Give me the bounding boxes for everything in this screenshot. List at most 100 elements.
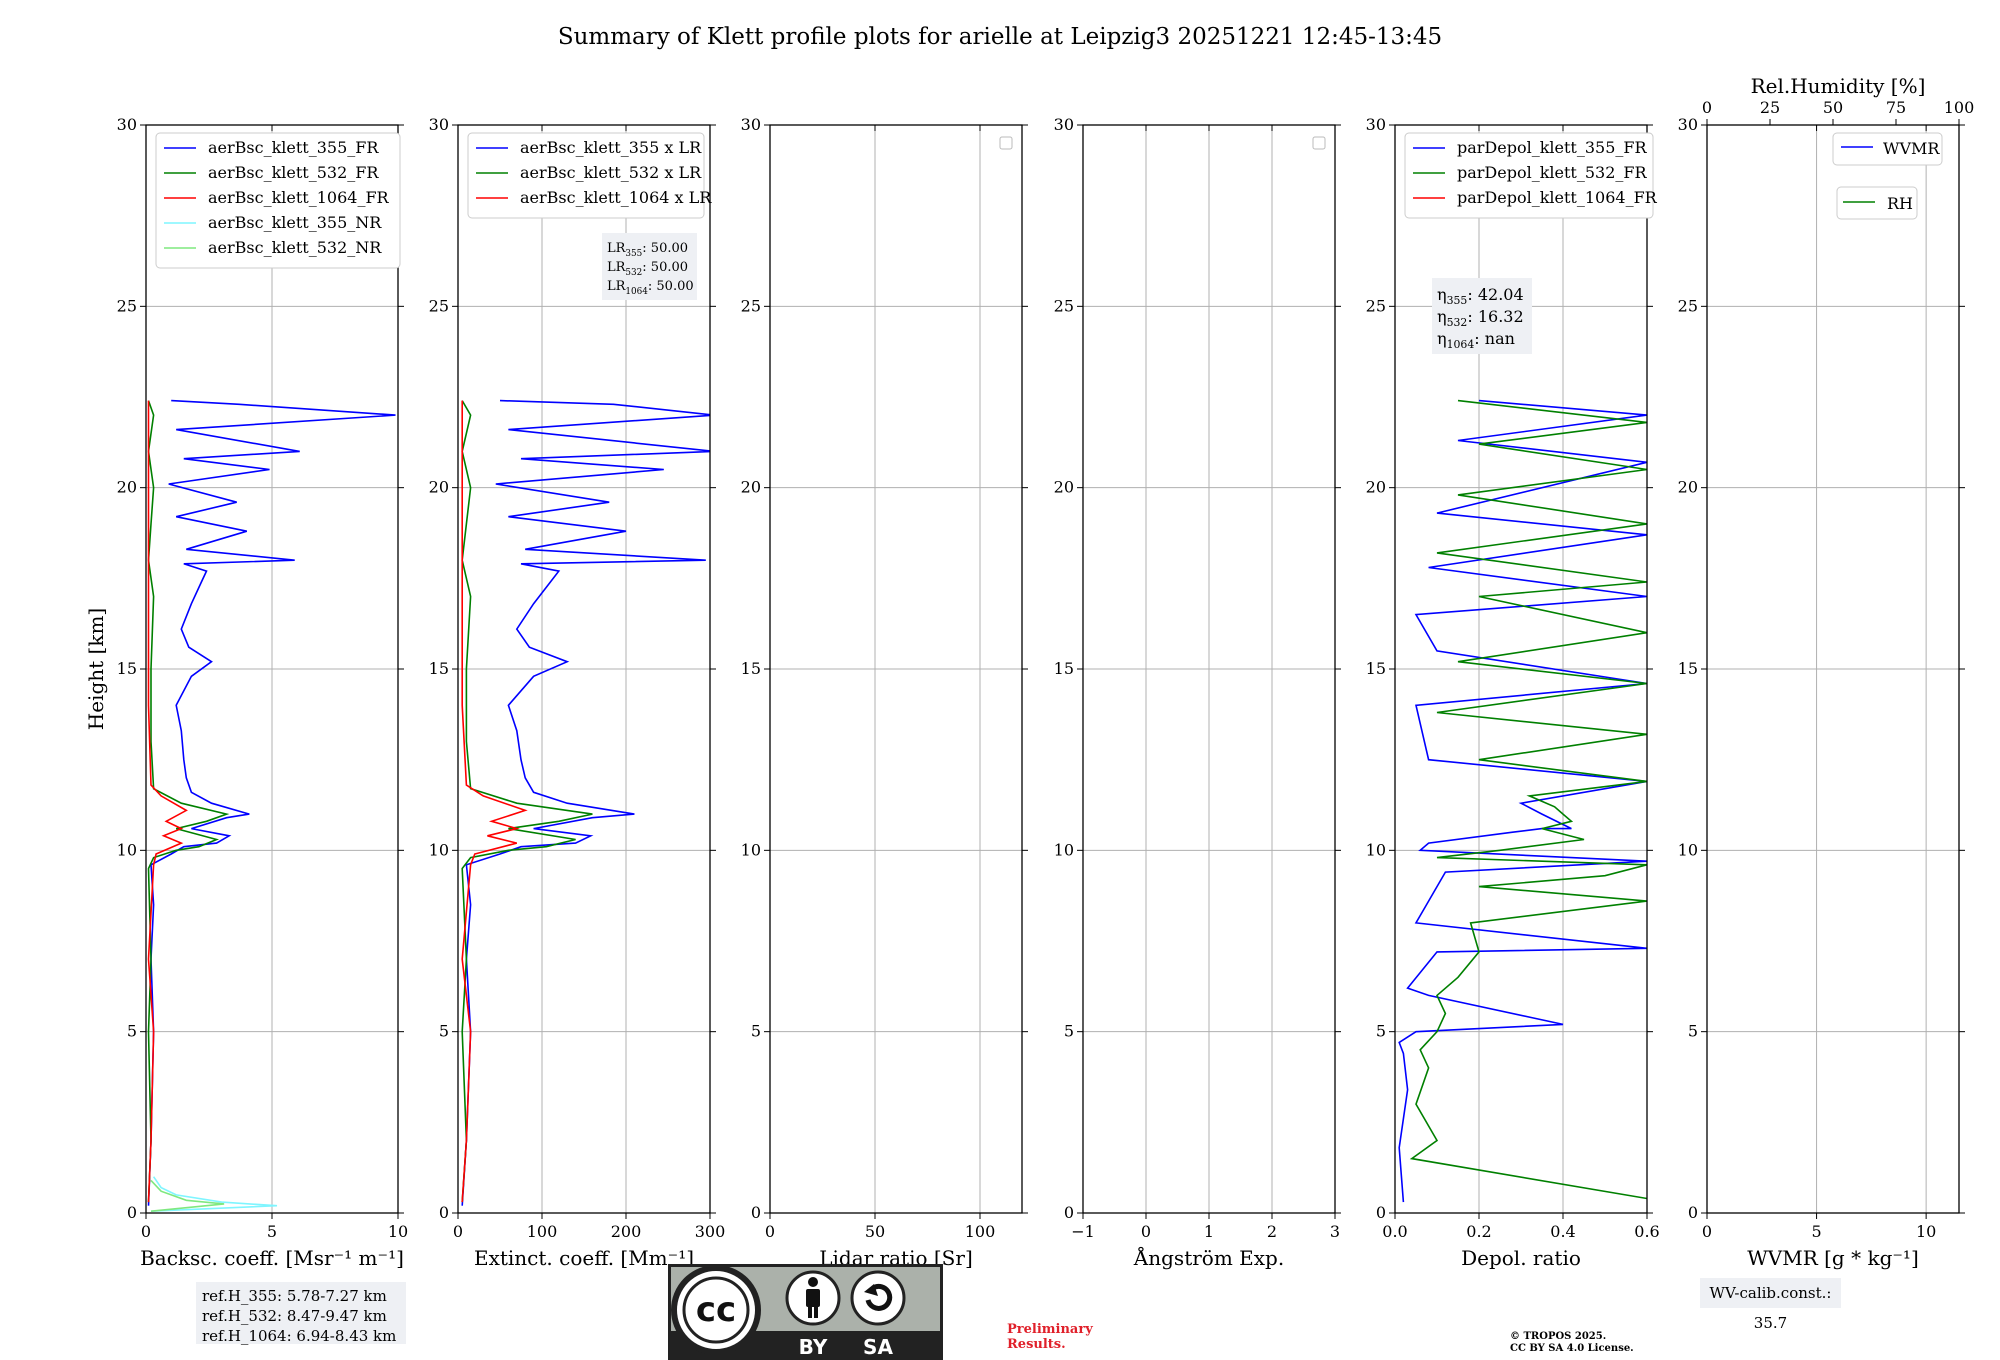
y-tick-label: 15: [1366, 659, 1386, 678]
info-box-line: LR1064: 50.00: [607, 279, 694, 297]
legend-label: aerBsc_klett_355_NR: [208, 213, 382, 232]
series-parDepol_klett_355_FR: [1398, 399, 1647, 1203]
legend-box-wvmr: [1832, 132, 1943, 166]
series-group: [1398, 399, 1647, 1203]
y-tick-label: 5: [127, 1022, 137, 1041]
x-tick-label: 50: [865, 1222, 885, 1241]
top-x-tick-label: 75: [1886, 98, 1906, 117]
top-x-tick-label: 0: [1702, 98, 1712, 117]
y-tick-label: 20: [1054, 478, 1074, 497]
x-tick-label: 3: [1330, 1222, 1340, 1241]
x-tick-label: 0.6: [1634, 1222, 1659, 1241]
y-tick-label: 0: [751, 1203, 761, 1222]
y-tick-label: 25: [1054, 296, 1074, 315]
top-x-axis-label: Rel.Humidity [%]: [1751, 74, 1926, 98]
by-label: BY: [799, 1335, 828, 1359]
y-tick-label: 10: [1678, 840, 1698, 859]
y-tick-label: 20: [1678, 478, 1698, 497]
y-tick-label: 0: [1064, 1203, 1074, 1222]
empty-legend-box: [1312, 136, 1326, 150]
copyright-line-2: CC BY SA 4.0 License.: [1510, 1343, 1634, 1354]
share-alike-icon: [850, 1270, 906, 1326]
series-aerBsc_klett_1064 x LR: [461, 400, 528, 1203]
sa-label: SA: [863, 1335, 893, 1359]
legend-label: parDepol_klett_355_FR: [1457, 138, 1648, 157]
ref-height-355: ref.H_355: 5.78-7.27 km: [202, 1287, 387, 1305]
info-box: [1432, 278, 1532, 354]
y-tick-label: 15: [429, 659, 449, 678]
y-tick-label: 25: [1366, 296, 1386, 315]
y-tick-label: 10: [117, 840, 137, 859]
y-tick-label: 0: [1688, 1203, 1698, 1222]
x-axis-label: Backsc. coeff. [Msr⁻¹ m⁻¹]: [140, 1246, 404, 1270]
x-axis-label: Ångström Exp.: [1133, 1245, 1284, 1270]
info-box-line: LR532: 50.00: [607, 260, 688, 278]
series-aerBsc_klett_532_FR: [147, 400, 230, 1203]
info-box-line: η1064: nan: [1437, 329, 1515, 351]
info-box-line: LR355: 50.00: [607, 241, 688, 259]
x-tick-label: 0.2: [1466, 1222, 1491, 1241]
y-tick-label: 5: [1064, 1022, 1074, 1041]
legend-label: aerBsc_klett_1064_FR: [208, 188, 390, 207]
y-tick-label: 15: [117, 659, 137, 678]
x-tick-label: 0: [141, 1222, 151, 1241]
info-box: [602, 233, 697, 300]
series-aerBsc_klett_355_NR: [150, 1176, 278, 1212]
y-tick-label: 30: [117, 115, 137, 134]
legend-label: WVMR: [1883, 139, 1940, 158]
y-tick-label: 20: [1366, 478, 1386, 497]
y-tick-label: 25: [1678, 296, 1698, 315]
y-axis-label: Height [km]: [84, 608, 108, 730]
legend-label: RH: [1887, 194, 1913, 213]
series-group: [147, 399, 396, 1212]
ref-height-532: ref.H_532: 8.47-9.47 km: [202, 1307, 387, 1325]
copyright-note: © TROPOS 2025. CC BY SA 4.0 License.: [1510, 1331, 1634, 1355]
y-tick-label: 20: [117, 478, 137, 497]
preliminary-line-1: Preliminary: [1007, 1322, 1093, 1337]
x-tick-label: 0: [765, 1222, 775, 1241]
x-tick-label: 5: [267, 1222, 277, 1241]
y-tick-label: 0: [1376, 1203, 1386, 1222]
y-tick-label: 30: [429, 115, 449, 134]
cc-logo-text: cc: [696, 1290, 736, 1330]
y-tick-label: 30: [1678, 115, 1698, 134]
legend-box: [467, 132, 705, 219]
x-tick-label: 5: [1811, 1222, 1821, 1241]
preliminary-line-2: Results.: [1007, 1337, 1066, 1352]
x-tick-label: 0: [1702, 1222, 1712, 1241]
y-tick-label: 30: [1366, 115, 1386, 134]
x-tick-label: 0.0: [1382, 1222, 1407, 1241]
top-x-tick-label: 100: [1944, 98, 1975, 117]
panel-backscatter: 0 5 10 0 5 10 15 20 25 30 Backsc. coeff. [Msr⁻¹ m⁻…: [84, 115, 408, 1270]
x-axis-label: WVMR [g * kg⁻¹]: [1747, 1246, 1919, 1270]
legend-box: [1404, 132, 1654, 219]
empty-legend-box: [999, 136, 1013, 150]
legend-label: aerBsc_klett_355 x LR: [520, 138, 702, 157]
legend-label: aerBsc_klett_532_NR: [208, 238, 382, 257]
y-tick-label: 0: [127, 1203, 137, 1222]
y-tick-label: 10: [1366, 840, 1386, 859]
legend-label: aerBsc_klett_355_FR: [208, 138, 379, 157]
y-tick-label: 15: [1054, 659, 1074, 678]
y-tick-label: 5: [1688, 1022, 1698, 1041]
x-axis-label: Depol. ratio: [1461, 1246, 1581, 1270]
x-tick-label: 300: [695, 1222, 726, 1241]
y-tick-label: 10: [1054, 840, 1074, 859]
series-aerBsc_klett_1064_FR: [147, 400, 188, 1203]
x-tick-label: −1: [1071, 1222, 1095, 1241]
series-aerBsc_klett_355 x LR: [461, 399, 710, 1206]
y-tick-label: 0: [439, 1203, 449, 1222]
series-parDepol_klett_532_FR: [1409, 399, 1647, 1200]
y-tick-label: 15: [1678, 659, 1698, 678]
x-tick-label: 2: [1267, 1222, 1277, 1241]
x-tick-label: 10: [388, 1222, 408, 1241]
x-tick-label: 10: [1916, 1222, 1936, 1241]
x-tick-label: 200: [611, 1222, 642, 1241]
y-tick-label: 25: [741, 296, 761, 315]
ref-height-1064: ref.H_1064: 6.94-8.43 km: [202, 1327, 397, 1345]
info-box-line: η532: 16.32: [1437, 307, 1524, 329]
